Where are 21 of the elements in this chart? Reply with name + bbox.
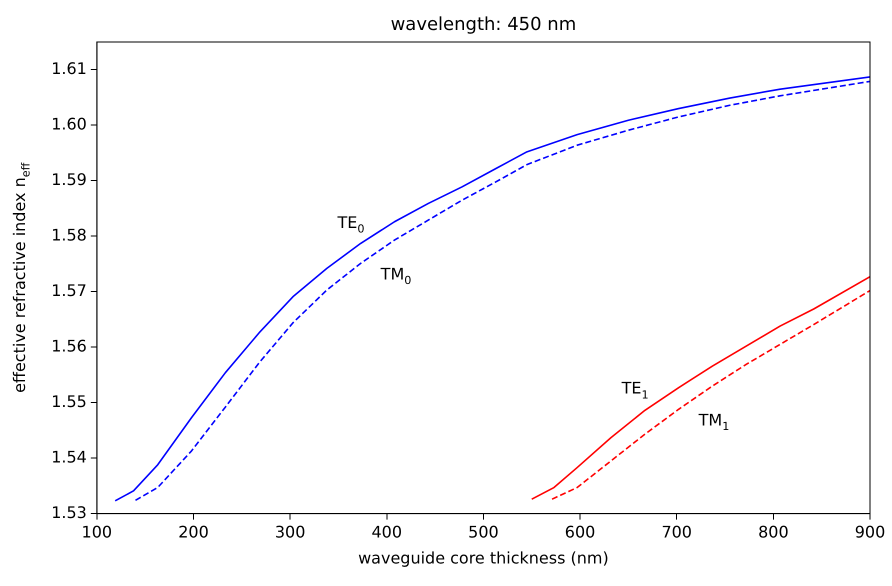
y-tick-label: 1.54: [51, 447, 87, 466]
y-tick-label: 1.58: [51, 225, 87, 244]
x-tick-label: 500: [468, 522, 499, 542]
x-tick-label: 200: [178, 522, 209, 542]
y-tick-label: 1.55: [51, 392, 87, 411]
x-tick-label: 400: [371, 522, 402, 542]
y-tick-label: 1.61: [51, 58, 87, 78]
y-tick-label: 1.56: [51, 336, 87, 356]
x-tick-label: 100: [82, 522, 112, 542]
y-tick-label: 1.53: [51, 502, 87, 522]
x-tick-label: 300: [274, 522, 306, 542]
x-tick-label: 900: [854, 522, 886, 542]
y-tick-label: 1.59: [51, 170, 87, 189]
y-axis-title: effective refractive index neff: [10, 162, 33, 393]
x-tick-label: 700: [661, 522, 692, 542]
chart-title: wavelength: 450 nm: [390, 14, 576, 35]
y-tick-label: 1.57: [51, 280, 87, 300]
x-axis-title: waveguide core thickness (nm): [358, 548, 609, 568]
y-tick-label: 1.60: [51, 114, 87, 134]
x-tick-label: 800: [758, 522, 789, 542]
x-tick-label: 600: [564, 522, 596, 542]
